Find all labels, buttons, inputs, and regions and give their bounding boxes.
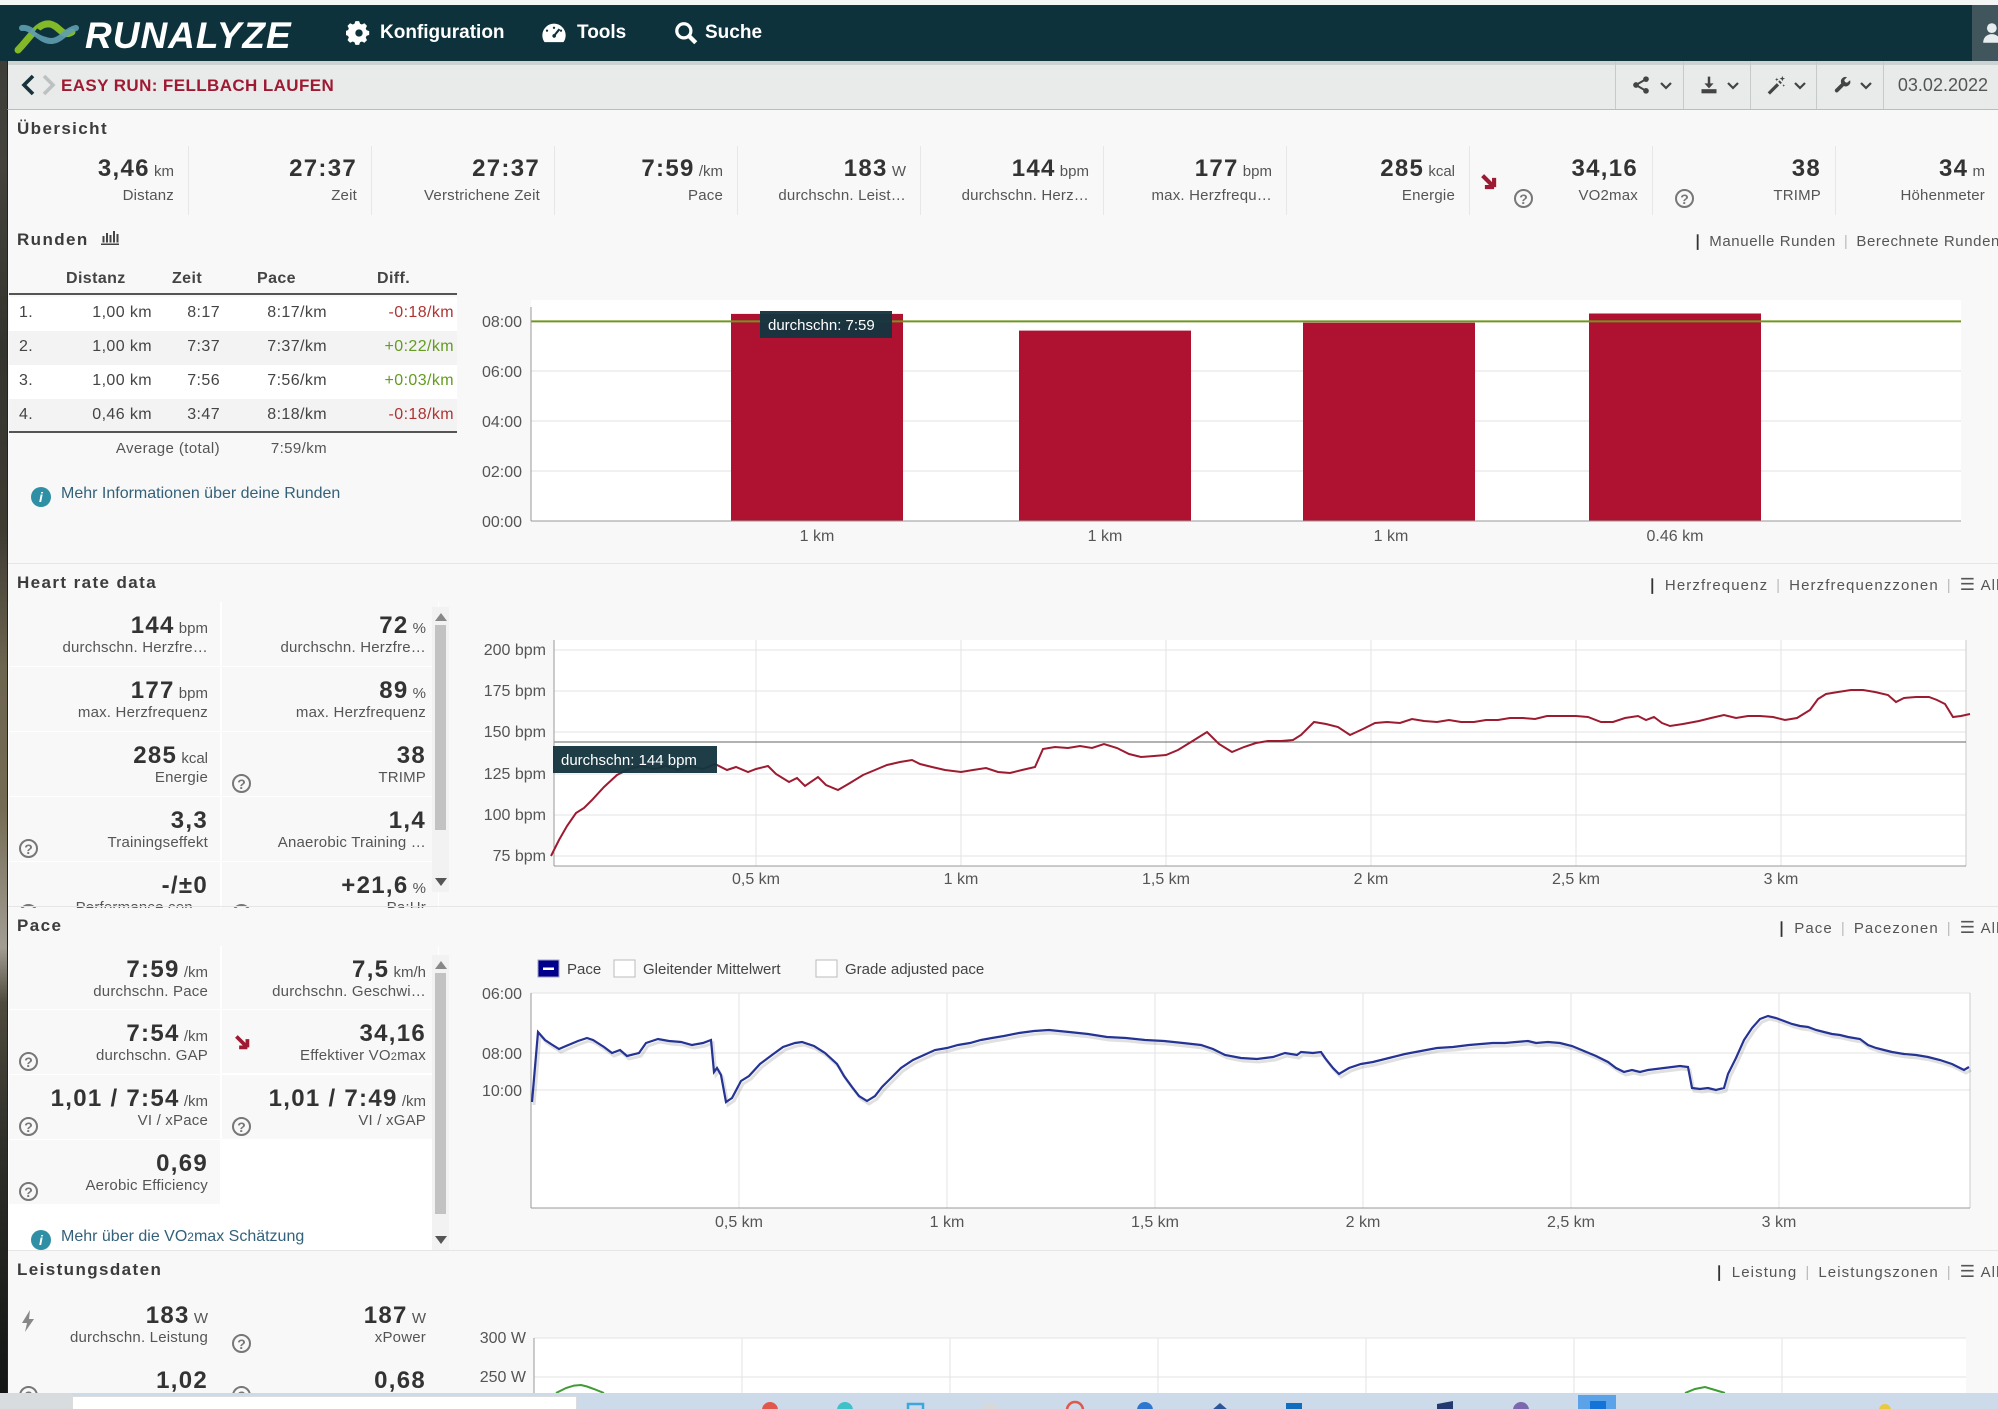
svg-text:08:00: 08:00 — [482, 314, 522, 331]
svg-text:2 km: 2 km — [1354, 871, 1389, 888]
svg-text:Pace: Pace — [567, 961, 601, 978]
svg-text:1 km: 1 km — [944, 871, 979, 888]
svg-text:250 W: 250 W — [480, 1369, 527, 1386]
svg-text:06:00: 06:00 — [482, 364, 522, 381]
svg-text:06:00: 06:00 — [482, 986, 522, 1003]
svg-text:1 km: 1 km — [930, 1214, 965, 1231]
svg-text:0,5 km: 0,5 km — [715, 1214, 763, 1231]
svg-text:Gleitender Mittelwert: Gleitender Mittelwert — [643, 961, 781, 978]
svg-text:1,5 km: 1,5 km — [1142, 871, 1190, 888]
svg-text:1 km: 1 km — [1088, 528, 1123, 545]
svg-text:1 km: 1 km — [800, 528, 835, 545]
svg-text:04:00: 04:00 — [482, 414, 522, 431]
svg-text:00:00: 00:00 — [482, 514, 522, 531]
svg-text:2,5 km: 2,5 km — [1547, 1214, 1595, 1231]
svg-text:02:00: 02:00 — [482, 464, 522, 481]
svg-text:2,5 km: 2,5 km — [1552, 871, 1600, 888]
svg-text:10:00: 10:00 — [482, 1083, 522, 1100]
svg-text:125 bpm: 125 bpm — [484, 766, 546, 783]
svg-text:durchschn: 144 bpm: durchschn: 144 bpm — [561, 752, 697, 769]
svg-text:0,5 km: 0,5 km — [732, 871, 780, 888]
svg-text:3 km: 3 km — [1764, 871, 1799, 888]
svg-text:0.46 km: 0.46 km — [1647, 528, 1704, 545]
svg-text:08:00: 08:00 — [482, 1046, 522, 1063]
svg-text:Grade adjusted pace: Grade adjusted pace — [845, 961, 984, 978]
svg-text:75 bpm: 75 bpm — [493, 848, 546, 865]
svg-text:100 bpm: 100 bpm — [484, 807, 546, 824]
svg-text:durchschn: 7:59: durchschn: 7:59 — [768, 317, 875, 334]
svg-text:175 bpm: 175 bpm — [484, 683, 546, 700]
svg-text:3 km: 3 km — [1762, 1214, 1797, 1231]
svg-text:1,5 km: 1,5 km — [1131, 1214, 1179, 1231]
svg-text:200 bpm: 200 bpm — [484, 642, 546, 659]
svg-text:2 km: 2 km — [1346, 1214, 1381, 1231]
svg-text:300 W: 300 W — [480, 1330, 527, 1347]
svg-text:150 bpm: 150 bpm — [484, 724, 546, 741]
svg-text:1 km: 1 km — [1374, 528, 1409, 545]
